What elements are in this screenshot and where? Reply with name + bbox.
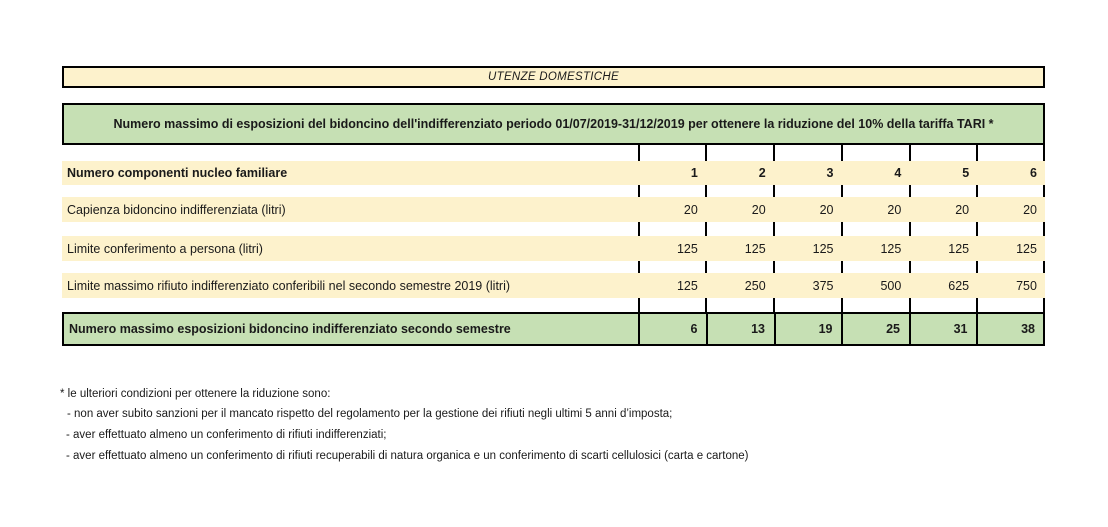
column-divider [976, 145, 978, 312]
row-value: 20 [683, 202, 698, 217]
column-divider [909, 145, 911, 312]
row-value: 500 [880, 278, 902, 293]
total-row-value: 38 [1021, 322, 1035, 336]
table-title-bar: Numero massimo di esposizioni del bidonc… [62, 103, 1045, 145]
row-value: 125 [1016, 241, 1037, 256]
row-label: Capienza bidoncino indifferenziata (litr… [67, 202, 286, 217]
table-row: Capienza bidoncino indifferenziata (litr… [62, 197, 1045, 222]
row-value: 250 [744, 278, 766, 293]
footnote-item: - aver effettuato almeno un conferimento… [66, 429, 387, 441]
column-divider [773, 145, 775, 312]
row-value: 6 [1030, 166, 1037, 180]
banner-utenze-domestiche: UTENZE DOMESTICHE [62, 66, 1045, 88]
row-value: 20 [955, 202, 970, 217]
row-value: 20 [751, 202, 766, 217]
table-row: Numero componenti nucleo familiare 1 2 3… [62, 161, 1045, 185]
row-value: 20 [887, 202, 902, 217]
total-row-value: 13 [751, 322, 765, 336]
row-value: 125 [676, 278, 698, 293]
row-value: 20 [1023, 202, 1037, 217]
footnote-item: - non aver subito sanzioni per il mancat… [67, 408, 673, 420]
table-row: Limite conferimento a persona (litri) 12… [62, 236, 1045, 261]
row-label: Limite conferimento a persona (litri) [67, 241, 263, 256]
column-divider [841, 145, 843, 312]
table-title: Numero massimo di esposizioni del bidonc… [113, 117, 994, 131]
row-value: 125 [948, 241, 970, 256]
column-divider [706, 314, 708, 344]
total-row-value: 31 [953, 322, 968, 336]
footnote-title: * le ulteriori condizioni per ottenere l… [60, 388, 331, 400]
table-total-row: Numero massimo esposizioni bidoncino ind… [62, 312, 1045, 346]
table-body: Numero componenti nucleo familiare 1 2 3… [62, 145, 1045, 312]
column-divider [638, 145, 640, 312]
row-value: 3 [826, 166, 834, 180]
column-divider [774, 314, 776, 344]
row-label: Numero componenti nucleo familiare [67, 166, 288, 180]
total-row-value: 19 [818, 322, 833, 336]
row-label: Limite massimo rifiuto indifferenziato c… [67, 278, 511, 293]
column-divider [909, 314, 911, 344]
row-value: 375 [812, 278, 834, 293]
table-row: Limite massimo rifiuto indifferenziato c… [62, 273, 1045, 298]
total-row-value: 25 [886, 322, 900, 336]
row-value: 125 [744, 241, 766, 256]
column-divider [638, 314, 640, 344]
total-row-value: 6 [690, 322, 698, 336]
footnote-item: - aver effettuato almeno un conferimento… [66, 450, 749, 462]
row-value: 2 [758, 166, 766, 180]
row-value: 4 [894, 166, 902, 180]
column-divider [976, 314, 978, 344]
row-value: 625 [948, 278, 970, 293]
row-value: 125 [880, 241, 902, 256]
row-value: 125 [812, 241, 834, 256]
row-value: 1 [690, 166, 698, 180]
total-row-label: Numero massimo esposizioni bidoncino ind… [69, 322, 511, 336]
row-value: 750 [1016, 278, 1037, 293]
row-value: 125 [676, 241, 698, 256]
column-divider [705, 145, 707, 312]
row-value: 20 [819, 202, 834, 217]
banner-title: UTENZE DOMESTICHE [488, 71, 619, 83]
column-divider [841, 314, 843, 344]
row-value: 5 [962, 166, 970, 180]
column-divider [1043, 145, 1045, 312]
